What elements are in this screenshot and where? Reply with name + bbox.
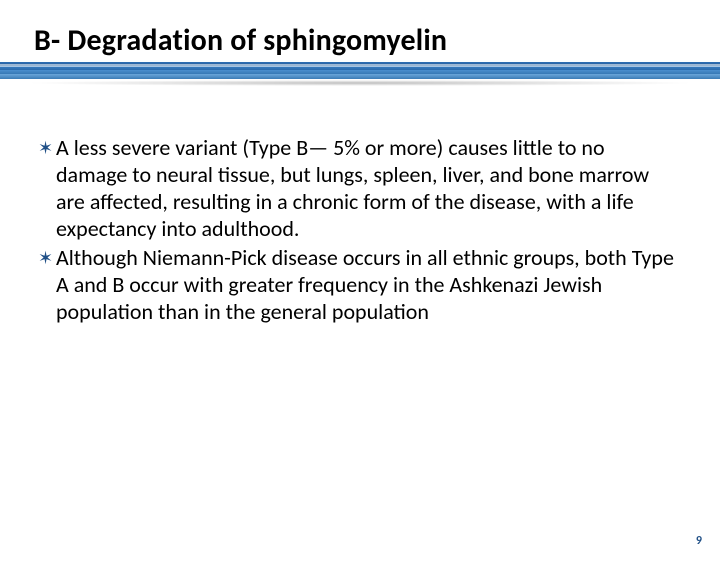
bullet-text: Although Niemann-Pick disease occurs in … [56,244,680,325]
bullet-star-icon: ✶ [38,244,56,272]
body-content: ✶ A less severe variant (Type B— 5% or m… [38,134,680,327]
page-number: 9 [696,534,702,548]
band-layer [0,74,720,79]
bullet-item: ✶ Although Niemann-Pick disease occurs i… [38,244,680,325]
title-band: B- Degradation of sphingomyelin [0,22,720,80]
band-shadow [24,80,696,86]
slide-title: B- Degradation of sphingomyelin [34,22,447,59]
bullet-text: A less severe variant (Type B— 5% or mor… [56,134,680,242]
bullet-item: ✶ A less severe variant (Type B— 5% or m… [38,134,680,242]
bullet-star-icon: ✶ [38,134,56,162]
decorative-band [0,62,720,80]
band-highlight [0,64,720,67]
